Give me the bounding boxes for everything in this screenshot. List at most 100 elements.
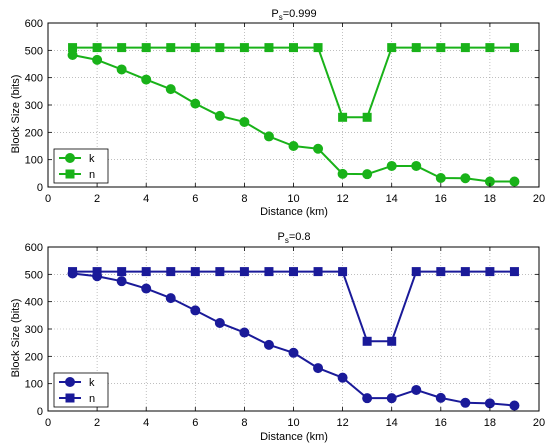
data-point-n [436, 43, 446, 53]
data-point-k [337, 372, 348, 383]
data-point-k [411, 160, 422, 171]
legend-marker-k [65, 377, 75, 387]
data-point-n [190, 267, 200, 277]
y-tick-label: 500 [25, 45, 43, 57]
data-point-k [190, 98, 201, 109]
legend-marker-n [65, 169, 75, 179]
data-point-n [117, 267, 127, 277]
data-point-k [460, 173, 471, 184]
data-point-k [263, 131, 274, 142]
data-point-n [509, 267, 519, 277]
y-tick-label: 500 [25, 269, 43, 281]
legend-label-n: n [89, 393, 95, 405]
data-point-n [387, 336, 397, 346]
x-ticks: 0 2 4 6 8 10 12 14 16 18 20 [45, 23, 545, 205]
x-tick-label: 16 [435, 193, 447, 205]
x-tick-label: 16 [435, 417, 447, 429]
data-point-n [362, 336, 372, 346]
data-point-k [362, 393, 373, 404]
data-point-n [166, 43, 176, 53]
data-point-n [289, 43, 298, 53]
data-point-n [338, 267, 348, 277]
y-axis-label: Block Size (bits) [10, 75, 22, 154]
x-tick-label: 14 [386, 417, 398, 429]
y-tick-label: 400 [25, 73, 43, 85]
y-tick-label: 0 [37, 406, 43, 418]
data-point-k [239, 116, 250, 127]
x-tick-label: 10 [287, 417, 299, 429]
data-point-k [263, 339, 274, 350]
data-point-k [411, 384, 422, 395]
x-axis-label: Distance (km) [260, 206, 328, 218]
data-point-n [239, 43, 249, 53]
data-point-k [116, 64, 127, 75]
data-point-k [239, 327, 250, 338]
x-tick-label: 12 [336, 193, 348, 205]
x-tick-label: 2 [94, 193, 100, 205]
data-point-n [264, 43, 274, 53]
legend-box [53, 372, 109, 408]
x-tick-label: 20 [533, 417, 545, 429]
data-point-k [435, 172, 446, 183]
y-tick-label: 400 [25, 297, 43, 309]
legend: k n [53, 372, 109, 408]
x-tick-label: 4 [143, 193, 149, 205]
data-point-n [68, 267, 78, 277]
y-ticks: 0 100 200 300 400 500 600 [25, 242, 539, 418]
data-point-k [116, 276, 127, 287]
data-point-n [313, 267, 323, 277]
data-point-n [215, 43, 225, 53]
data-point-n [68, 43, 78, 53]
data-point-k [435, 392, 446, 403]
data-point-k [386, 160, 397, 171]
y-tick-label: 300 [25, 324, 43, 336]
x-tick-label: 18 [484, 417, 496, 429]
data-point-k [313, 363, 324, 374]
chart-title: Ps=0.999 [271, 8, 316, 22]
y-tick-label: 600 [25, 242, 43, 254]
data-point-n [92, 43, 102, 53]
legend-label-k: k [89, 153, 95, 165]
data-point-k [313, 143, 324, 154]
chart-bottom: Ps=0.8 Distance (km) Block Size (bits) 0… [10, 231, 545, 443]
data-point-k [141, 283, 152, 294]
data-point-n [264, 267, 274, 277]
y-tick-label: 600 [25, 18, 43, 30]
legend: k n [53, 148, 109, 184]
x-tick-label: 20 [533, 193, 545, 205]
data-point-k [214, 317, 225, 328]
data-point-n [411, 43, 421, 53]
data-point-n [411, 267, 421, 277]
series-group [67, 267, 520, 411]
y-tick-label: 200 [25, 127, 43, 139]
x-tick-label: 2 [94, 417, 100, 429]
x-ticks: 0 2 4 6 8 10 12 14 16 18 20 [45, 247, 545, 429]
x-tick-label: 8 [241, 417, 247, 429]
data-point-k [165, 293, 176, 304]
data-point-n [436, 267, 446, 277]
x-tick-label: 4 [143, 417, 149, 429]
data-point-n [313, 43, 323, 53]
data-point-n [460, 43, 470, 53]
series-group [67, 43, 520, 187]
legend-label-n: n [89, 169, 95, 181]
data-point-n [141, 43, 151, 53]
data-point-n [338, 112, 348, 122]
data-point-k [460, 397, 471, 408]
legend-label-k: k [89, 377, 95, 389]
data-point-n [166, 267, 176, 277]
data-point-n [117, 43, 127, 53]
y-tick-label: 0 [37, 182, 43, 194]
data-point-k [190, 305, 201, 316]
data-point-k [141, 74, 152, 85]
data-point-k [92, 54, 103, 65]
data-point-k [509, 400, 520, 411]
chart-title: Ps=0.8 [277, 231, 310, 245]
data-point-k [386, 393, 397, 404]
data-point-k [362, 169, 373, 180]
data-point-n [215, 267, 225, 277]
x-tick-label: 14 [386, 193, 398, 205]
data-point-k [288, 141, 299, 151]
legend-box [53, 148, 109, 184]
data-point-n [239, 267, 249, 277]
